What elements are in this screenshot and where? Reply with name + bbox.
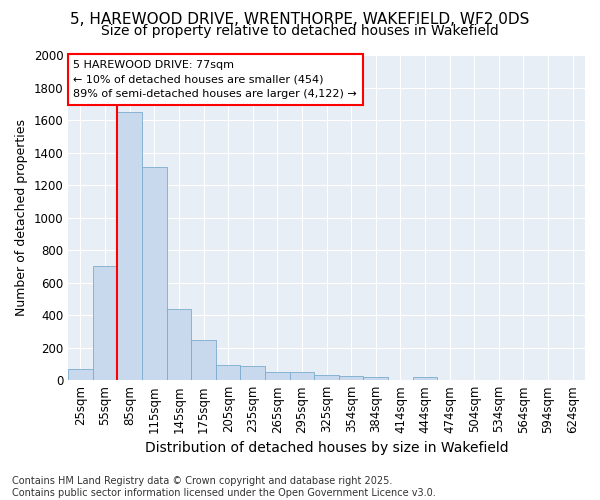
X-axis label: Distribution of detached houses by size in Wakefield: Distribution of detached houses by size … — [145, 441, 508, 455]
Bar — [216, 364, 241, 380]
Bar — [265, 372, 290, 380]
Bar — [191, 340, 216, 380]
Text: Contains HM Land Registry data © Crown copyright and database right 2025.
Contai: Contains HM Land Registry data © Crown c… — [12, 476, 436, 498]
Bar — [364, 377, 388, 380]
Bar — [290, 372, 314, 380]
Bar — [413, 377, 437, 380]
Bar — [167, 308, 191, 380]
Bar — [93, 266, 118, 380]
Bar — [314, 376, 339, 380]
Bar — [339, 376, 364, 380]
Y-axis label: Number of detached properties: Number of detached properties — [15, 119, 28, 316]
Text: 5, HAREWOOD DRIVE, WRENTHORPE, WAKEFIELD, WF2 0DS: 5, HAREWOOD DRIVE, WRENTHORPE, WAKEFIELD… — [70, 12, 530, 28]
Bar — [68, 369, 93, 380]
Text: Size of property relative to detached houses in Wakefield: Size of property relative to detached ho… — [101, 24, 499, 38]
Bar — [118, 112, 142, 380]
Bar — [142, 167, 167, 380]
Bar — [241, 366, 265, 380]
Text: 5 HAREWOOD DRIVE: 77sqm
← 10% of detached houses are smaller (454)
89% of semi-d: 5 HAREWOOD DRIVE: 77sqm ← 10% of detache… — [73, 60, 357, 100]
